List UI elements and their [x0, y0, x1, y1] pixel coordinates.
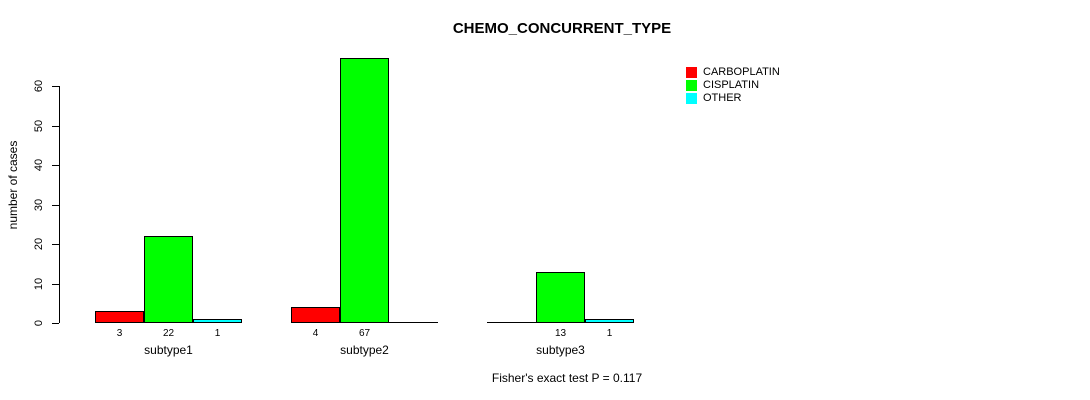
- legend-swatch-carboplatin: [686, 67, 697, 78]
- y-tick-label: 0: [33, 319, 45, 327]
- y-axis-tick: [52, 284, 59, 285]
- y-axis-tick: [52, 323, 59, 324]
- legend-label: OTHER: [703, 92, 742, 104]
- y-axis-tick: [52, 205, 59, 206]
- footer-annotation: Fisher's exact test P = 0.117: [491, 371, 643, 385]
- legend: CARBOPLATIN CISPLATIN OTHER: [686, 66, 780, 105]
- y-axis-tick: [52, 244, 59, 245]
- bar-subtype1-other: [193, 319, 242, 323]
- bar-subtype2-carboplatin: [291, 307, 340, 323]
- bar-value-label: 22: [162, 328, 175, 339]
- legend-label: CARBOPLATIN: [703, 66, 780, 78]
- bar-subtype1-cisplatin: [144, 236, 193, 323]
- bar-value-label: 1: [214, 328, 221, 339]
- legend-row: OTHER: [686, 92, 780, 105]
- category-label-subtype3: subtype3: [536, 343, 585, 357]
- y-axis-label: number of cases: [6, 140, 20, 230]
- bar-value-label: 1: [606, 328, 613, 339]
- legend-swatch-other: [686, 93, 697, 104]
- y-tick-label: 30: [33, 198, 45, 212]
- y-tick-label: 50: [33, 119, 45, 133]
- legend-swatch-cisplatin: [686, 80, 697, 91]
- y-tick-label: 20: [33, 237, 45, 251]
- bar-value-label: 4: [312, 328, 319, 339]
- legend-label: CISPLATIN: [703, 79, 760, 91]
- bar-value-label: 67: [358, 328, 371, 339]
- y-tick-label: 10: [33, 277, 45, 291]
- bar-subtype3-carboplatin: [487, 322, 536, 323]
- bar-subtype2-cisplatin: [340, 58, 389, 323]
- y-axis-tick: [52, 126, 59, 127]
- bar-subtype3-other: [585, 319, 634, 323]
- y-axis-tick: [52, 165, 59, 166]
- bar-value-label: 3: [116, 328, 123, 339]
- category-label-subtype1: subtype1: [144, 343, 193, 357]
- y-axis-line: [59, 86, 60, 323]
- legend-row: CARBOPLATIN: [686, 66, 780, 79]
- chart-title: CHEMO_CONCURRENT_TYPE: [452, 20, 672, 37]
- y-axis-tick: [52, 86, 59, 87]
- bar-subtype2-other: [389, 322, 438, 323]
- bar-subtype1-carboplatin: [95, 311, 144, 323]
- bar-value-label: 13: [554, 328, 567, 339]
- legend-row: CISPLATIN: [686, 79, 780, 92]
- y-tick-label: 60: [33, 79, 45, 93]
- category-label-subtype2: subtype2: [340, 343, 389, 357]
- bar-subtype3-cisplatin: [536, 272, 585, 323]
- y-tick-label: 40: [33, 158, 45, 172]
